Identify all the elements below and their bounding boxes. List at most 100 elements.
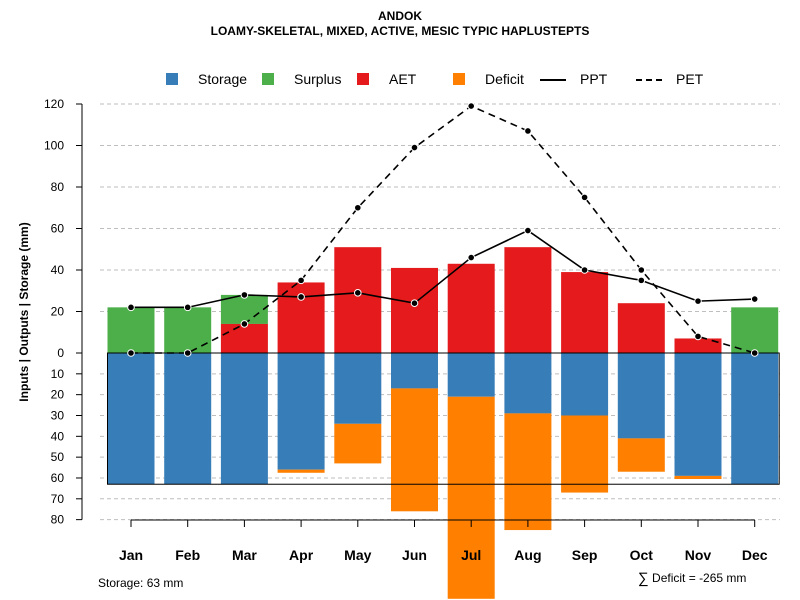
axes: 0 20 40 60 80 100 120 10 20 30 40 50 60 70 80 Jan Feb Mar… [44, 97, 768, 563]
point-ppt-feb [183, 303, 192, 312]
bar-deficit-aug [504, 413, 552, 531]
storage-frame [107, 352, 780, 485]
legend-swatch-aet [357, 73, 369, 85]
y-tick-label: 100 [44, 139, 64, 153]
point-ppt-jan [127, 303, 135, 312]
lines [127, 102, 759, 357]
y-tick-label: 120 [44, 97, 64, 111]
point-pet-sep [580, 193, 589, 202]
point-ppt-oct [637, 276, 646, 285]
point-ppt-sep [580, 266, 589, 274]
point-pet-apr [297, 276, 305, 285]
bar-storage-apr [277, 353, 325, 470]
legend-line-ppt [540, 79, 566, 81]
bar-surplus-dec [731, 307, 779, 353]
deficit-note-text: Deficit = -265 mm [652, 571, 747, 585]
y-tick-label: 80 [51, 513, 65, 527]
bar-storage-jan [107, 353, 155, 485]
bar-surplus-feb [164, 307, 212, 353]
x-tick-label-may: May [344, 547, 371, 563]
bar-aet-oct [617, 303, 665, 353]
bar-deficit-nov [674, 475, 722, 480]
storage-note: Storage: 63 mm [98, 576, 184, 590]
bars [107, 247, 779, 599]
bar-storage-may [334, 353, 382, 424]
bar-deficit-jun [391, 388, 438, 512]
y-tick-label: 60 [51, 471, 65, 485]
y-tick-label: 20 [51, 305, 65, 319]
bar-deficit-oct [617, 438, 665, 472]
y-tick-label: 30 [51, 408, 65, 422]
legend-label-deficit: Deficit [485, 71, 524, 87]
bar-storage-jul [447, 353, 495, 397]
bar-storage-feb [164, 353, 212, 485]
point-ppt-aug [524, 226, 532, 235]
bar-aet-mar [220, 323, 268, 353]
y-tick-label: 70 [51, 492, 65, 506]
bar-deficit-jul [447, 396, 495, 599]
point-ppt-nov [694, 297, 702, 305]
point-pet-jul [467, 102, 476, 110]
y-tick-label: 10 [51, 367, 65, 381]
legend-swatch-surplus [262, 73, 274, 85]
point-pet-nov [694, 332, 702, 341]
legend-label-surplus: Surplus [294, 71, 342, 87]
bar-aet-nov [674, 338, 722, 353]
deficit-note: ∑ Deficit = -265 mm [638, 570, 746, 587]
y-tick-label: 0 [57, 346, 64, 360]
bar-deficit-may [334, 423, 382, 464]
point-pet-aug [524, 127, 532, 135]
line-ppt [131, 229, 755, 309]
x-tick-label-nov: Nov [685, 547, 712, 563]
legend-label-storage: Storage [198, 71, 248, 87]
bar-storage-sep [561, 353, 609, 416]
y-tick-label: 60 [51, 222, 65, 236]
point-pet-jan [127, 349, 135, 357]
point-pet-jun [410, 143, 419, 152]
point-pet-oct [637, 266, 646, 274]
bar-aet-aug [504, 247, 552, 353]
x-tick-label-jan: Jan [119, 547, 143, 563]
bar-aet-may [334, 247, 382, 353]
x-tick-label-apr: Apr [289, 547, 314, 563]
bar-storage-oct [617, 353, 665, 439]
point-pet-mar [240, 320, 249, 328]
y-tick-label: 40 [51, 429, 65, 443]
bar-aet-sep [561, 272, 609, 353]
bar-surplus-jan [107, 307, 155, 353]
chart-title: ANDOK [378, 9, 422, 23]
point-pet-feb [183, 349, 192, 357]
legend-label-aet: AET [389, 71, 417, 87]
bar-storage-dec [731, 353, 779, 485]
y-tick-label: 50 [51, 450, 65, 464]
bar-surplus-mar [220, 294, 268, 324]
bar-deficit-apr [277, 469, 325, 473]
y-tick-label: 20 [51, 388, 65, 402]
legend-line-pet [636, 79, 662, 81]
point-ppt-may [354, 289, 362, 297]
sum-symbol: ∑ [638, 570, 649, 587]
legend-label-ppt: PPT [580, 71, 608, 87]
bar-aet-jun [391, 267, 438, 353]
bar-deficit-sep [561, 415, 609, 493]
y-axis-label: Inputs | Outputs | Storage (mm) [17, 222, 31, 401]
bar-storage-mar [220, 353, 268, 485]
bar-storage-nov [674, 353, 722, 476]
point-ppt-jul [467, 253, 476, 262]
x-tick-label-mar: Mar [232, 547, 257, 563]
line-pet [131, 105, 755, 354]
point-ppt-dec [750, 295, 759, 303]
x-tick-label-oct: Oct [630, 547, 654, 563]
storage-capacity-box [107, 352, 780, 485]
point-ppt-apr [297, 293, 305, 301]
chart-subtitle: LOAMY-SKELETAL, MIXED, ACTIVE, MESIC TYP… [210, 24, 590, 38]
x-tick-label-jun: Jun [402, 547, 427, 563]
point-pet-may [354, 203, 362, 212]
bar-storage-jun [391, 353, 438, 389]
legend: Storage Surplus AET Deficit PPT PET [0, 70, 800, 90]
x-tick-label-dec: Dec [742, 547, 768, 563]
y-tick-label: 80 [51, 180, 65, 194]
x-tick-label-aug: Aug [514, 547, 541, 563]
bar-aet-jul [447, 263, 495, 353]
